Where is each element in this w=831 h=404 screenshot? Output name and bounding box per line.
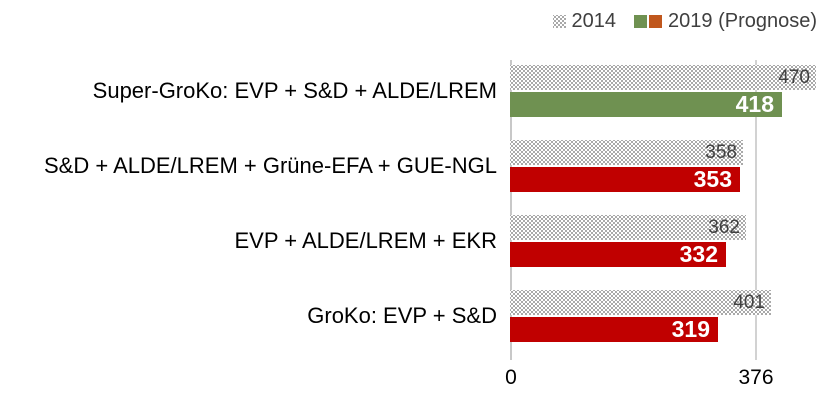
legend-swatch-2019-green xyxy=(634,15,648,28)
legend-label-2014: 2014 xyxy=(571,10,617,32)
legend: 2014 2019 (Prognose) xyxy=(552,10,817,33)
legend-swatch-2014-dotted xyxy=(552,15,566,28)
plot-area: 470 418 358 353 362 332 401 319 xyxy=(510,60,824,360)
legend-swatch-pair-2019 xyxy=(634,15,663,28)
bar-value-label-2014: 362 xyxy=(708,216,740,238)
legend-item-2019: 2019 (Prognose) xyxy=(634,10,817,33)
bar-value-label-2014: 401 xyxy=(733,291,765,313)
category-label: Super-GroKo: EVP + S&D + ALDE/LREM xyxy=(92,78,497,103)
bar-value-label-2014: 470 xyxy=(778,66,810,88)
bar-2014: 358 xyxy=(510,140,743,165)
legend-item-2014: 2014 xyxy=(552,10,617,33)
bar-2019: 332 xyxy=(510,241,726,267)
bar-value-label-2019: 353 xyxy=(693,166,732,192)
legend-label-2019: 2019 (Prognose) xyxy=(668,10,817,32)
bar-2019: 319 xyxy=(510,316,718,342)
bar-value-label-2014: 358 xyxy=(705,141,737,163)
x-tick-label-376: 376 xyxy=(738,366,774,389)
bar-value-label-2019: 418 xyxy=(735,91,774,117)
bar-2014: 470 xyxy=(510,65,816,90)
majority-gridline-376 xyxy=(755,60,757,360)
bar-value-label-2019: 319 xyxy=(671,316,710,342)
bar-2019: 418 xyxy=(510,91,782,117)
bar-value-label-2019: 332 xyxy=(679,241,718,267)
y-axis-line xyxy=(510,60,512,360)
category-label: S&D + ALDE/LREM + Grüne-EFA + GUE-NGL xyxy=(43,153,497,178)
bar-2014: 362 xyxy=(510,215,746,240)
category-label: GroKo: EVP + S&D xyxy=(307,303,497,328)
x-tick-label-0: 0 xyxy=(505,366,517,389)
bar-2019: 353 xyxy=(510,166,740,192)
legend-swatch-2019-orange xyxy=(649,15,663,28)
bar-2014: 401 xyxy=(510,290,771,315)
category-label: EVP + ALDE/LREM + EKR xyxy=(234,228,498,253)
